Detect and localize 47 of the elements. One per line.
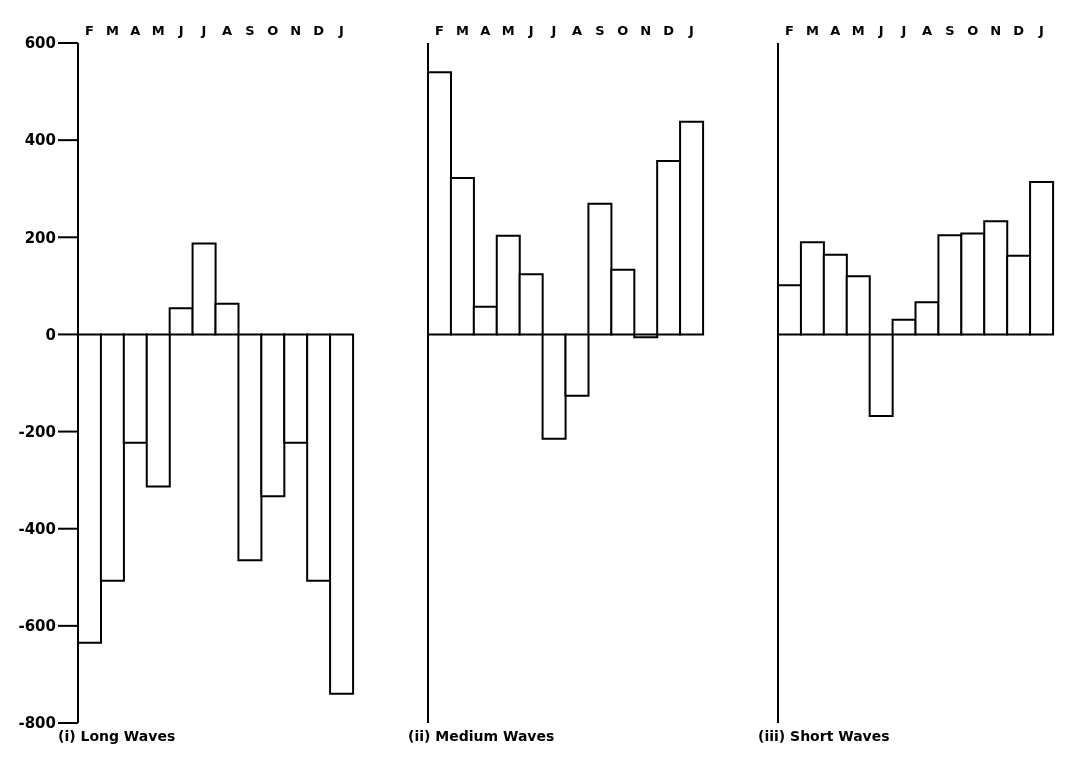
x-tick-label: F <box>435 23 444 38</box>
x-tick-label: J <box>877 23 884 38</box>
x-tick-label: O <box>267 23 279 38</box>
x-tick-label: J <box>688 23 694 38</box>
x-tick-label: N <box>290 23 302 38</box>
x-tick-label: O <box>617 23 629 38</box>
x-tick-label: J <box>200 23 207 38</box>
x-tick-label: A <box>571 23 582 38</box>
x-tick-label: F <box>85 23 94 38</box>
x-tick-label: A <box>130 23 141 38</box>
x-tick-label: A <box>921 23 932 38</box>
x-tick-label: J <box>338 23 344 38</box>
y-tick-label: 0 <box>45 325 56 344</box>
x-tick-label: M <box>455 23 469 38</box>
x-tick-label: J <box>177 23 184 38</box>
x-tick-label: M <box>105 23 119 38</box>
x-tick-label: D <box>313 23 325 38</box>
x-tick-label: N <box>640 23 652 38</box>
x-tick-label: A <box>221 23 232 38</box>
x-tick-label: A <box>480 23 491 38</box>
x-tick-label: S <box>945 23 955 38</box>
x-tick-label: S <box>595 23 605 38</box>
y-tick-label: 400 <box>24 131 56 150</box>
x-tick-label: D <box>663 23 675 38</box>
x-tick-label: O <box>967 23 979 38</box>
x-tick-label: S <box>245 23 255 38</box>
y-tick-label: -200 <box>18 422 56 441</box>
text: (i) Long Waves <box>58 728 177 744</box>
text: (iii) Short Waves <box>758 728 891 744</box>
x-tick-label: M <box>501 23 515 38</box>
text: (ii) Medium Waves <box>408 728 556 744</box>
x-tick-label: J <box>900 23 907 38</box>
x-tick-label: M <box>851 23 865 38</box>
x-tick-label: M <box>151 23 165 38</box>
y-tick-label: -800 <box>18 714 56 733</box>
y-tick-label: 600 <box>24 34 56 53</box>
x-tick-label: F <box>785 23 794 38</box>
y-tick-label: 200 <box>24 228 56 247</box>
x-tick-label: J <box>550 23 557 38</box>
x-tick-label: J <box>527 23 534 38</box>
x-tick-label: N <box>990 23 1002 38</box>
x-tick-label: A <box>830 23 841 38</box>
y-tick-label: -400 <box>18 520 56 539</box>
y-tick-label: -600 <box>18 617 56 636</box>
x-tick-label: J <box>1038 23 1044 38</box>
x-tick-label: M <box>805 23 819 38</box>
x-tick-label: D <box>1013 23 1025 38</box>
